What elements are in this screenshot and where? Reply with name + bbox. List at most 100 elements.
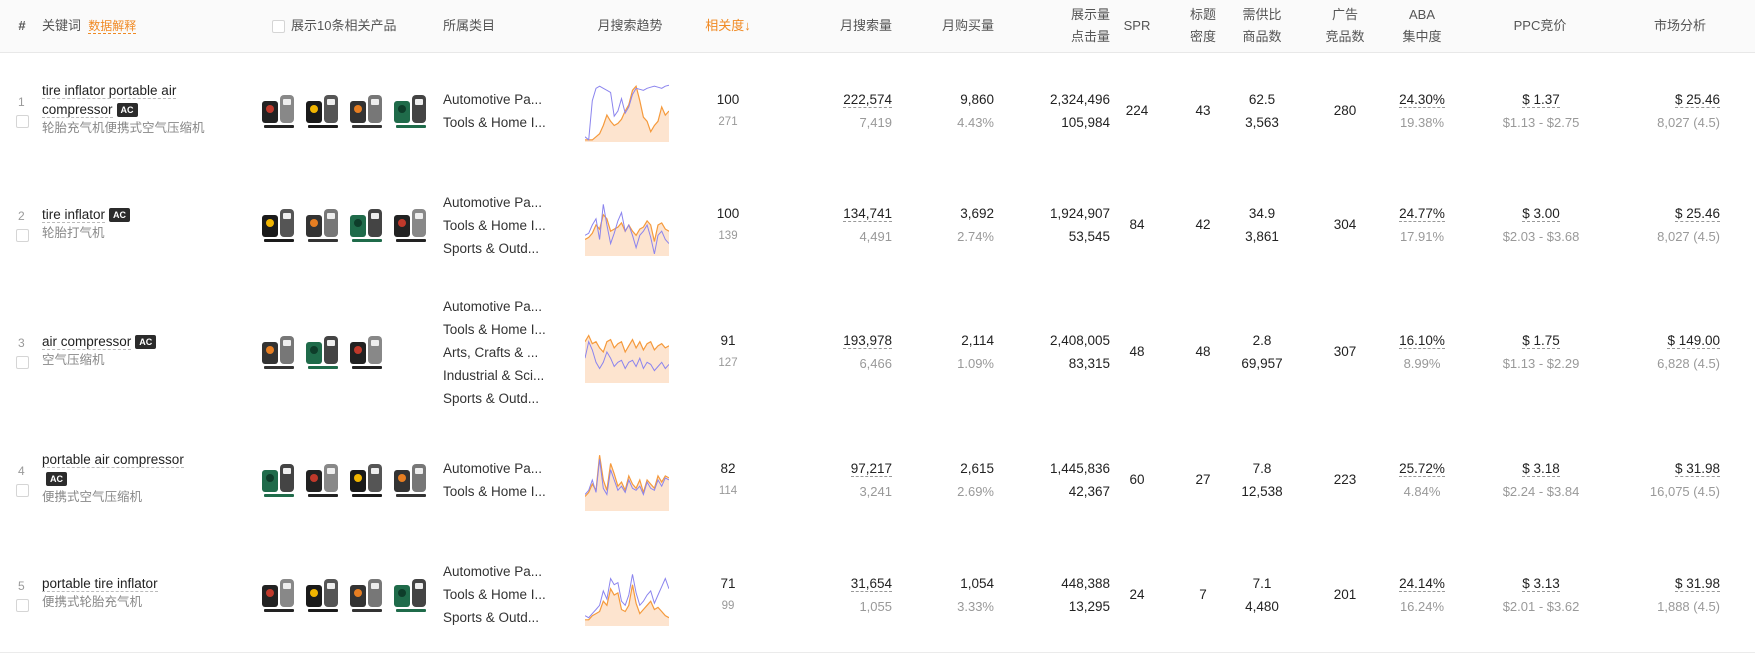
relevance-sort[interactable]: 相关度↓ (705, 18, 751, 33)
header-ad-count[interactable]: 广告 竞品数 (1325, 7, 1365, 44)
show-products-checkbox[interactable] (272, 19, 285, 33)
keyword-link[interactable]: portable air compressor (42, 451, 184, 468)
trend-sparkline[interactable] (584, 449, 670, 511)
market-value[interactable]: $ 25.46 (1674, 91, 1720, 108)
product-thumbnails[interactable] (258, 86, 432, 133)
inflator-accessories-icon[interactable] (390, 570, 432, 617)
monthly-search[interactable]: 134,741 (843, 206, 892, 222)
category-item[interactable]: Sports & Outd... (443, 240, 540, 256)
aba-value[interactable]: 25.72% (1399, 460, 1445, 477)
monthly-search[interactable]: 193,978 (843, 333, 892, 349)
table-row[interactable]: 3 air compressor AC 空气压缩机 Automotive Pa... T… (0, 282, 1755, 423)
inflator-combo-icon[interactable] (302, 570, 344, 617)
keyword-link[interactable]: tire inflator (42, 206, 106, 223)
tank-compressor-icon[interactable] (258, 455, 300, 502)
trend-sparkline[interactable] (584, 564, 670, 626)
dewalt-inflator-icon[interactable] (258, 570, 300, 617)
portable-inflator-icon[interactable] (302, 86, 344, 133)
relevance-value: 82 (720, 460, 736, 476)
category-item[interactable]: Tools & Home I... (443, 114, 546, 130)
header-show-products[interactable]: 展示10条相关产品 (272, 0, 422, 52)
data-explain-link[interactable]: 数据解释 (88, 19, 137, 34)
keyword-link[interactable]: portable tire inflator (42, 576, 158, 592)
product-thumbnails[interactable] (258, 570, 432, 617)
header-monthly-buy[interactable]: 月购买量 (941, 18, 994, 33)
impact-tool-icon[interactable] (346, 455, 388, 502)
category-item[interactable]: Automotive Pa... (443, 460, 543, 476)
row-checkbox[interactable] (16, 114, 29, 128)
pancake-compressor-icon[interactable] (302, 328, 344, 374)
category-item[interactable]: Sports & Outd... (443, 390, 540, 406)
category-item[interactable]: Tools & Home I... (443, 217, 546, 233)
compressor-kit-icon[interactable] (390, 455, 432, 502)
trend-area (585, 584, 669, 626)
category-item[interactable]: Automotive Pa... (443, 298, 543, 314)
table-row[interactable]: 5 portable tire inflator 便携式轮胎充气机 Automoti… (0, 537, 1755, 653)
category-item[interactable]: Arts, Crafts & ... (443, 344, 539, 360)
trend-sparkline[interactable] (584, 194, 670, 256)
category-item[interactable]: Automotive Pa... (443, 194, 543, 210)
green-air-compressor-icon[interactable] (390, 86, 432, 133)
tire-inflator-kit-icon[interactable] (258, 86, 300, 133)
ppc-value[interactable]: $ 3.18 (1522, 460, 1560, 477)
keyword-link[interactable]: air compressor (42, 333, 132, 350)
ppc-value[interactable]: $ 3.00 (1522, 206, 1560, 222)
market-value[interactable]: $ 31.98 (1674, 575, 1720, 592)
product-thumbnails[interactable] (258, 455, 432, 502)
header-ppc[interactable]: PPC竞价 (1513, 18, 1567, 33)
inflator-gauge-icon[interactable] (346, 201, 388, 247)
monthly-search[interactable]: 31,654 (850, 575, 892, 592)
ppc-value[interactable]: $ 1.75 (1522, 333, 1560, 349)
header-spr[interactable]: SPR (1123, 18, 1151, 33)
trend-sparkline[interactable] (584, 321, 670, 383)
row-checkbox[interactable] (16, 483, 29, 497)
category-item[interactable]: Tools & Home I... (443, 321, 546, 337)
row-checkbox[interactable] (16, 356, 29, 369)
trend-sparkline[interactable] (584, 80, 670, 142)
ppc-value[interactable]: $ 1.37 (1522, 91, 1560, 108)
product-thumbnails[interactable] (258, 201, 432, 247)
portable-compressor-icon[interactable] (346, 328, 388, 374)
keyword-link[interactable]: tire inflator portable air (42, 82, 177, 99)
aba-sub: 16.24% (1399, 598, 1445, 614)
table-row[interactable]: 4 portable air compressor AC 便携式空气压缩机 Autom… (0, 422, 1755, 538)
category-item[interactable]: Tools & Home I... (443, 483, 546, 499)
table-row[interactable]: 1 tire inflator portable air compressor AC 轮… (0, 53, 1755, 169)
product-thumbnails[interactable] (258, 328, 388, 374)
aba-value[interactable]: 24.30% (1399, 91, 1445, 108)
category-item[interactable]: Industrial & Sci... (443, 367, 545, 383)
jump-starter-icon[interactable] (346, 570, 388, 617)
red-compressor-icon[interactable] (302, 455, 344, 502)
header-relevance[interactable]: 相关度↓ (696, 0, 760, 52)
header-title-density[interactable]: 标题 密度 (1189, 7, 1216, 44)
aba-value[interactable]: 24.14% (1399, 575, 1445, 592)
category-item[interactable]: Automotive Pa... (443, 91, 543, 107)
market-value[interactable]: $ 149.00 (1667, 333, 1720, 349)
market-cell: $ 25.46 8,027 (4.5) (1620, 88, 1720, 134)
market-value[interactable]: $ 31.98 (1674, 460, 1720, 477)
header-impressions-clicks[interactable]: 展示量 点击量 (1010, 0, 1110, 52)
category-item[interactable]: Tools & Home I... (443, 587, 546, 602)
ppc-value[interactable]: $ 3.13 (1522, 575, 1560, 592)
keyword-link-line2[interactable]: compressor (42, 101, 113, 118)
digital-inflator-icon[interactable] (390, 201, 432, 247)
inflator-black-icon[interactable] (258, 201, 300, 247)
category-item[interactable]: Sports & Outd... (443, 610, 540, 625)
table-row[interactable]: 2 tire inflator AC 轮胎打气机 Automotive Pa... To… (0, 168, 1755, 283)
aba-value[interactable]: 24.77% (1399, 206, 1445, 222)
tire-inflator-icon[interactable] (346, 86, 388, 133)
inflator-set-icon[interactable] (302, 201, 344, 247)
aba-value[interactable]: 16.10% (1399, 333, 1445, 349)
header-supply-ratio[interactable]: 需供比 商品数 (1242, 7, 1282, 44)
market-value[interactable]: $ 25.46 (1674, 206, 1720, 222)
monthly-search[interactable]: 222,574 (843, 91, 892, 108)
ad-count-value: 307 (1333, 344, 1357, 359)
header-monthly-search[interactable]: 月搜索量 (839, 18, 892, 33)
category-item[interactable]: Automotive Pa... (443, 564, 543, 579)
header-market[interactable]: 市场分析 (1653, 18, 1706, 33)
row-checkbox[interactable] (16, 229, 29, 242)
yellow-compressor-icon[interactable] (258, 328, 300, 374)
monthly-search[interactable]: 97,217 (850, 460, 892, 477)
row-checkbox[interactable] (16, 598, 29, 612)
header-aba[interactable]: ABA 集中度 (1402, 7, 1442, 44)
